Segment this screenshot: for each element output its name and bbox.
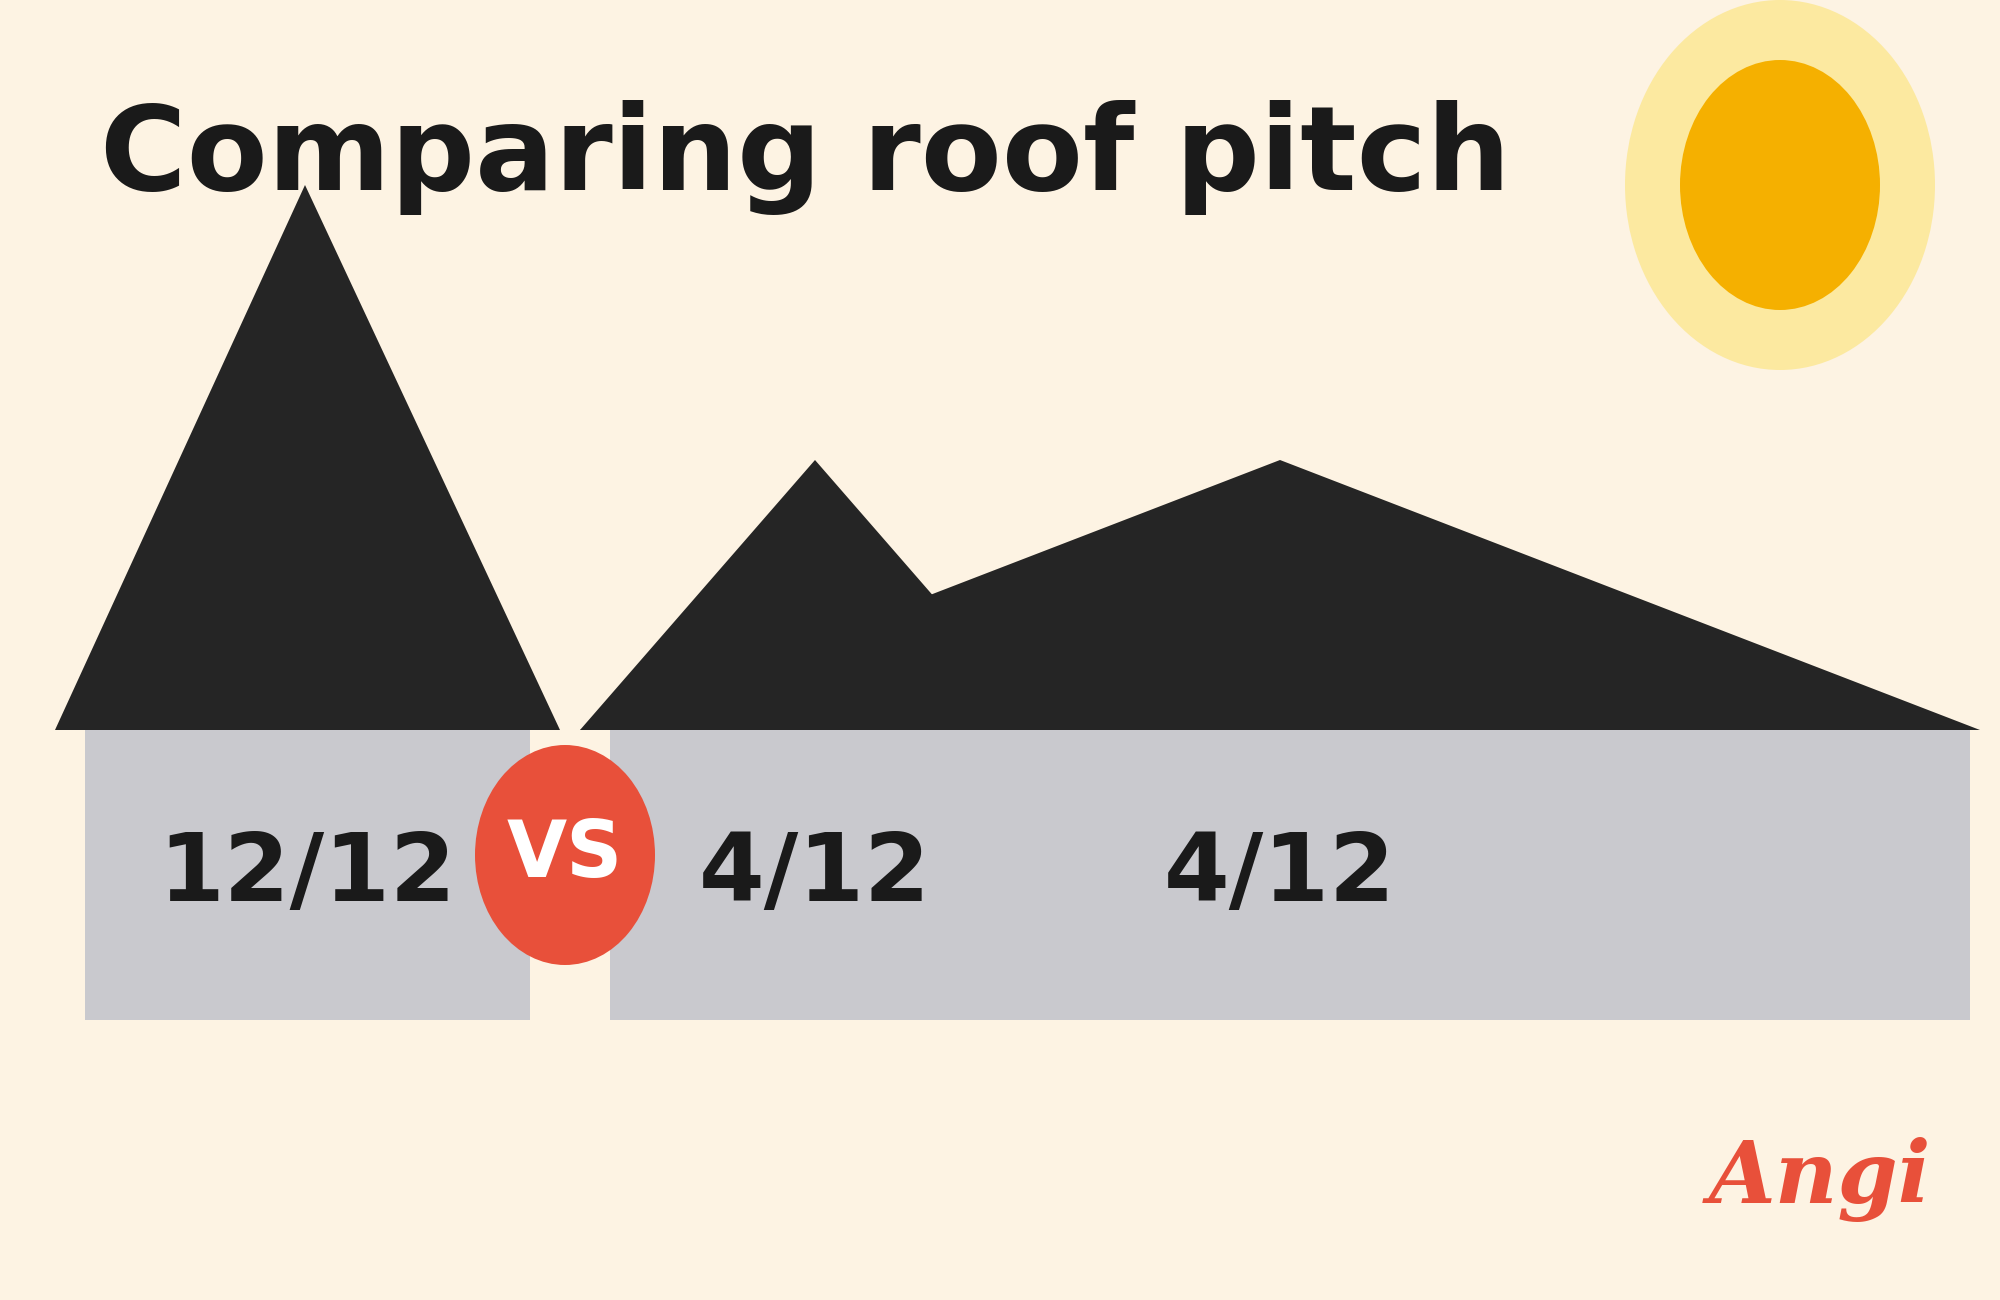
Ellipse shape <box>1624 0 1936 370</box>
Text: VS: VS <box>506 816 624 893</box>
Text: 12/12: 12/12 <box>158 829 456 920</box>
Text: Comparing roof pitch: Comparing roof pitch <box>100 100 1510 214</box>
Text: 4/12: 4/12 <box>1164 829 1396 920</box>
Bar <box>84 731 530 1020</box>
Bar <box>610 731 1020 1020</box>
Polygon shape <box>580 460 1050 731</box>
Bar <box>610 731 1950 1020</box>
Ellipse shape <box>476 745 656 965</box>
Bar <box>1020 731 1970 1020</box>
Text: 4/12: 4/12 <box>700 829 930 920</box>
Text: Angi: Angi <box>1708 1138 1932 1222</box>
Ellipse shape <box>1680 60 1880 309</box>
FancyBboxPatch shape <box>30 30 1970 1270</box>
Polygon shape <box>580 460 1980 731</box>
Polygon shape <box>56 185 560 731</box>
